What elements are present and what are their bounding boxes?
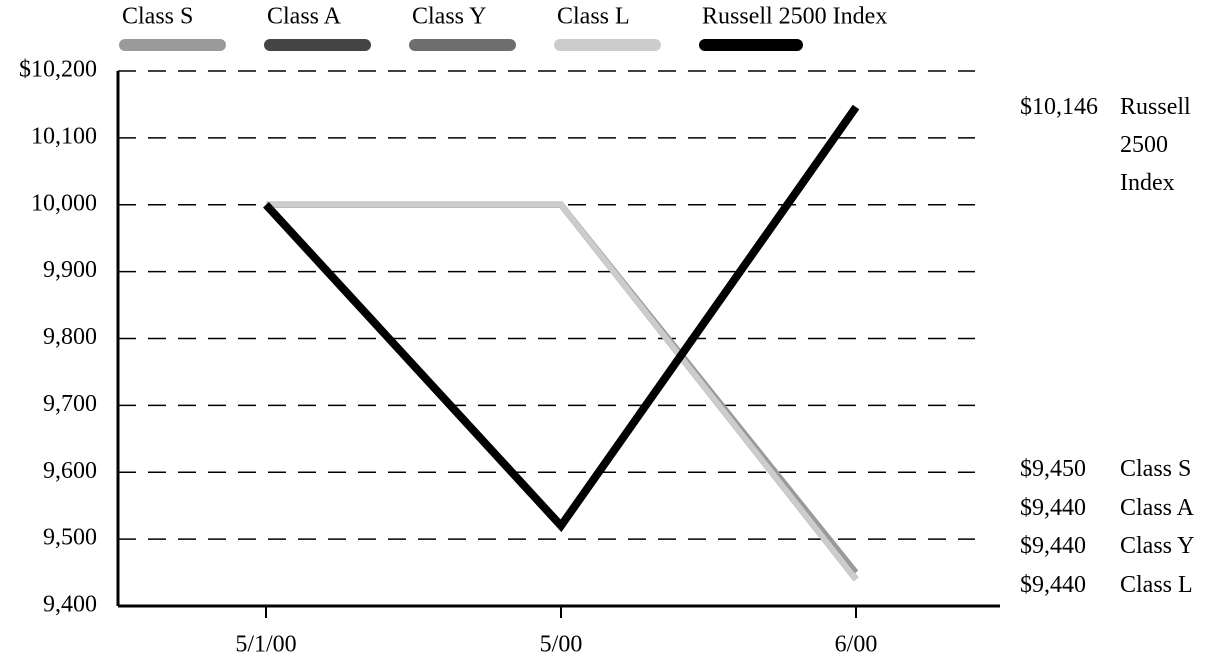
end-value-label: $9,450: [1020, 456, 1086, 482]
legend-label: Class S: [122, 4, 193, 30]
legend-label: Russell 2500 Index: [702, 4, 887, 30]
y-tick-label: 10,000: [31, 190, 97, 216]
x-tick-label: 6/00: [835, 632, 878, 658]
y-tick-label: $10,200: [19, 57, 97, 83]
y-tick-label: 9,900: [43, 257, 97, 283]
series-line: [263, 104, 860, 533]
end-series-label: Class L: [1120, 571, 1193, 598]
legend-label: Class L: [557, 4, 630, 30]
y-tick-label: 9,600: [43, 458, 97, 484]
y-tick-label: 9,400: [43, 592, 97, 618]
x-tick-label: 5/00: [540, 632, 583, 658]
end-series-label: Class Y: [1120, 533, 1195, 559]
y-tick-label: 9,500: [43, 525, 97, 551]
y-tick-label: 10,100: [31, 123, 97, 149]
series-line: [266, 201, 859, 582]
legend-label: Class A: [267, 4, 342, 30]
end-value-label: $9,440: [1020, 533, 1086, 559]
legend-label: Class Y: [412, 4, 486, 30]
end-series-label: Class A: [1120, 494, 1195, 521]
y-tick-label: 9,700: [43, 391, 97, 417]
end-value-label: $9,440: [1020, 494, 1086, 521]
end-value-label: $10,146: [1020, 94, 1098, 121]
end-value-label: $9,440: [1020, 571, 1086, 598]
end-series-label: Class S: [1120, 456, 1192, 482]
end-series-label: Russell 2500 Index: [1120, 94, 1191, 197]
y-tick-label: 9,800: [43, 324, 97, 350]
x-tick-label: 5/1/00: [235, 632, 296, 658]
series-line: [266, 201, 859, 575]
